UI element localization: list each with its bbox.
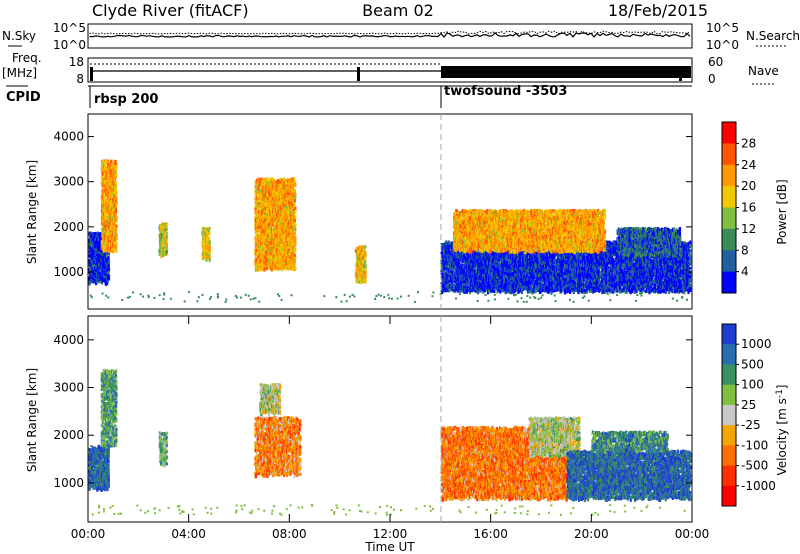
data-cell xyxy=(209,257,211,262)
data-cell xyxy=(115,208,117,212)
data-cell xyxy=(166,243,168,246)
data-cell xyxy=(209,233,211,235)
data-cell xyxy=(115,233,117,236)
data-cell xyxy=(166,232,168,234)
data-cell xyxy=(115,249,117,253)
nsky-tick-bottom: 10^0 xyxy=(53,38,86,52)
nave-tick-top: 60 xyxy=(708,55,723,69)
data-cell xyxy=(115,225,117,228)
cpid-bar: CPID rbsp 200 twofsound -3503 xyxy=(6,84,692,108)
data-cell xyxy=(115,242,117,245)
freq-unit: [MHz] xyxy=(2,66,37,80)
data-cell xyxy=(115,206,117,209)
data-cell xyxy=(166,250,168,254)
cpid-segment-2: twofsound -3503 xyxy=(444,84,567,99)
nsearch-tick-bottom: 10^0 xyxy=(706,38,739,52)
data-cell xyxy=(115,196,117,200)
beam-title: Beam 02 xyxy=(362,1,434,20)
data-cell xyxy=(115,227,117,231)
freq-panel: Freq. [MHz] 18 8 60 0 Nave xyxy=(2,51,779,86)
data-cell xyxy=(115,187,117,190)
nsearch-tick-top: 10^5 xyxy=(706,21,739,35)
freq-marker-2 xyxy=(357,67,360,81)
freq-tick-bottom: 8 xyxy=(76,72,84,86)
freq-tick-top: 18 xyxy=(69,55,84,69)
nsearch-label: N.Search xyxy=(746,29,800,43)
data-cell xyxy=(115,216,117,220)
data-cell xyxy=(209,241,211,246)
data-cell xyxy=(209,249,211,252)
freq-marker-1 xyxy=(90,67,93,81)
data-cell xyxy=(108,275,110,279)
nave-tick-bottom: 0 xyxy=(708,72,716,86)
nsky-panel: N.Sky 10^5 10^0 10^5 10^0 N.Search xyxy=(2,21,800,52)
data-cell xyxy=(209,227,211,229)
nsky-tick-top: 10^5 xyxy=(53,21,86,35)
freq-marker-3 xyxy=(679,67,682,81)
data-cell xyxy=(115,165,117,170)
station-title: Clyde River (fitACF) xyxy=(92,1,249,20)
data-cell xyxy=(115,191,117,194)
data-cell xyxy=(166,239,168,243)
data-cell xyxy=(166,224,168,228)
nave-label: Nave xyxy=(748,64,779,78)
data-cell xyxy=(108,268,110,270)
nave-dense-block xyxy=(441,66,691,78)
date-title: 18/Feb/2015 xyxy=(608,1,708,20)
freq-label: Freq. xyxy=(12,51,42,65)
power-cells xyxy=(88,159,691,303)
superdarn-figure: Clyde River (fitACF) Beam 02 18/Feb/2015… xyxy=(0,0,800,554)
cpid-label: CPID xyxy=(6,90,41,105)
nsearch-trace xyxy=(90,31,690,34)
data-cell xyxy=(115,181,117,184)
data-cell xyxy=(166,235,168,239)
data-cell xyxy=(107,160,109,163)
nsky-label: N.Sky xyxy=(2,29,36,43)
data-cell xyxy=(115,170,117,174)
data-cell xyxy=(166,246,168,249)
data-cell xyxy=(115,174,117,177)
data-cell xyxy=(209,246,211,248)
data-cell xyxy=(166,228,168,231)
data-cell xyxy=(115,201,117,204)
cpid-segment-1: rbsp 200 xyxy=(94,92,158,107)
data-cell xyxy=(108,260,110,265)
